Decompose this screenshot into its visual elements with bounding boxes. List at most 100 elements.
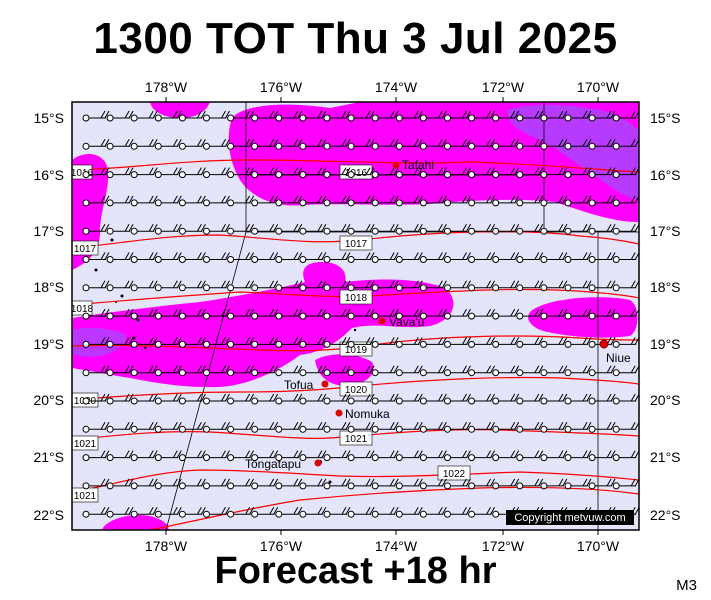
lon-label: 170°W <box>577 538 620 554</box>
wind-barb <box>299 450 327 462</box>
wind-barb <box>564 252 592 263</box>
wind-barb <box>468 506 496 518</box>
wind-barb <box>154 167 182 179</box>
wind-barb <box>106 110 134 122</box>
lat-label: 17°S <box>33 223 64 239</box>
copyright-text: Copyright metvuw.com <box>514 512 625 524</box>
wind-barb <box>323 139 351 150</box>
wind-barb <box>540 110 568 122</box>
wind-barb <box>395 195 423 207</box>
wind-barb <box>323 308 351 320</box>
wind-barb <box>588 139 616 150</box>
wind-barb <box>227 139 255 150</box>
wind-barb <box>516 280 544 292</box>
wind-barb <box>299 195 327 207</box>
wind-barb <box>395 223 423 235</box>
lat-label: 22°S <box>650 507 681 523</box>
wind-barb <box>323 167 351 179</box>
wind-barb <box>564 337 592 348</box>
places: Tafahi Vava'u Niue Tofua Nomuka Tongatap… <box>245 158 631 471</box>
wind-barb <box>492 252 520 263</box>
wind-barb <box>130 167 158 179</box>
wind-barb <box>564 195 592 207</box>
lat-label: 15°S <box>33 110 64 126</box>
rain-area-central-heavy <box>72 327 127 357</box>
wind-barb <box>588 195 616 207</box>
lat-labels-left: 15°S 16°S 17°S 18°S 19°S 20°S 21°S 22°S <box>33 110 64 523</box>
wind-barb <box>564 223 592 235</box>
wind-barb <box>516 308 544 320</box>
wind-barb <box>492 422 520 433</box>
wind-barb <box>227 280 255 292</box>
wind-barb <box>106 280 134 292</box>
wind-barb <box>227 110 255 122</box>
wind-barb <box>251 139 279 150</box>
wind-barb <box>227 223 255 235</box>
wind-barb <box>106 506 134 518</box>
wind-barb <box>106 252 134 263</box>
wind-barb <box>203 167 230 179</box>
wind-barb <box>323 110 351 122</box>
wind-barb <box>612 308 640 320</box>
wind-barb <box>130 308 158 320</box>
wind-barb <box>275 110 303 122</box>
wind-barb <box>468 450 496 462</box>
wind-barb <box>275 167 303 179</box>
lat-label: 20°S <box>33 392 64 408</box>
wind-barb <box>468 139 496 150</box>
wind-barb <box>419 280 447 292</box>
wind-barb <box>154 450 182 462</box>
wind-barb <box>130 365 158 377</box>
wind-barb <box>299 308 327 320</box>
wind-barb <box>251 280 279 292</box>
wind-barb <box>227 478 255 490</box>
wind-barb <box>323 337 351 348</box>
wind-barb <box>323 195 351 207</box>
lat-label: 17°S <box>650 223 681 239</box>
isobar-label: 1021 <box>345 434 368 445</box>
wind-barb <box>251 393 279 405</box>
wind-barb <box>540 422 568 433</box>
wind-barb <box>419 167 447 179</box>
wind-barb <box>468 252 496 263</box>
wind-barb <box>178 478 206 490</box>
wind-barb <box>130 223 158 235</box>
wind-barb <box>468 308 496 320</box>
wind-barb <box>371 167 399 179</box>
wind-barb <box>323 422 351 433</box>
lat-label: 19°S <box>33 336 64 352</box>
place-label-niue: Niue <box>606 351 631 365</box>
wind-barb <box>178 450 206 462</box>
wind-barb <box>323 365 351 377</box>
wind-barb <box>516 167 544 179</box>
wind-barb <box>492 167 520 179</box>
wind-barb <box>130 422 158 433</box>
wind-barb <box>347 167 375 179</box>
rain-area-northeast-heavy <box>507 104 639 200</box>
wind-barb <box>251 506 279 518</box>
wind-barb <box>154 422 182 433</box>
wind-barb <box>227 195 255 207</box>
wind-barb <box>106 365 134 377</box>
isobar-label: 1021 <box>74 439 97 450</box>
wind-barb <box>371 365 399 377</box>
wind-barb <box>540 223 568 235</box>
wind-barb <box>468 195 496 207</box>
wind-barb <box>299 337 327 348</box>
wind-barb <box>468 365 496 377</box>
lat-label: 18°S <box>33 279 64 295</box>
wind-barb <box>323 393 351 405</box>
lon-label: 174°W <box>375 79 418 95</box>
wind-barb <box>612 252 640 263</box>
wind-barb <box>419 450 447 462</box>
wind-barb <box>419 308 447 320</box>
wind-barb <box>371 422 399 433</box>
wind-barb <box>82 280 110 292</box>
wind-barb <box>178 506 206 518</box>
wind-barb <box>371 337 399 348</box>
wind-barb <box>154 139 182 150</box>
wind-barb <box>492 139 520 150</box>
wind-barb <box>154 223 182 235</box>
wind-barb <box>203 139 230 150</box>
wind-barb <box>106 195 134 207</box>
